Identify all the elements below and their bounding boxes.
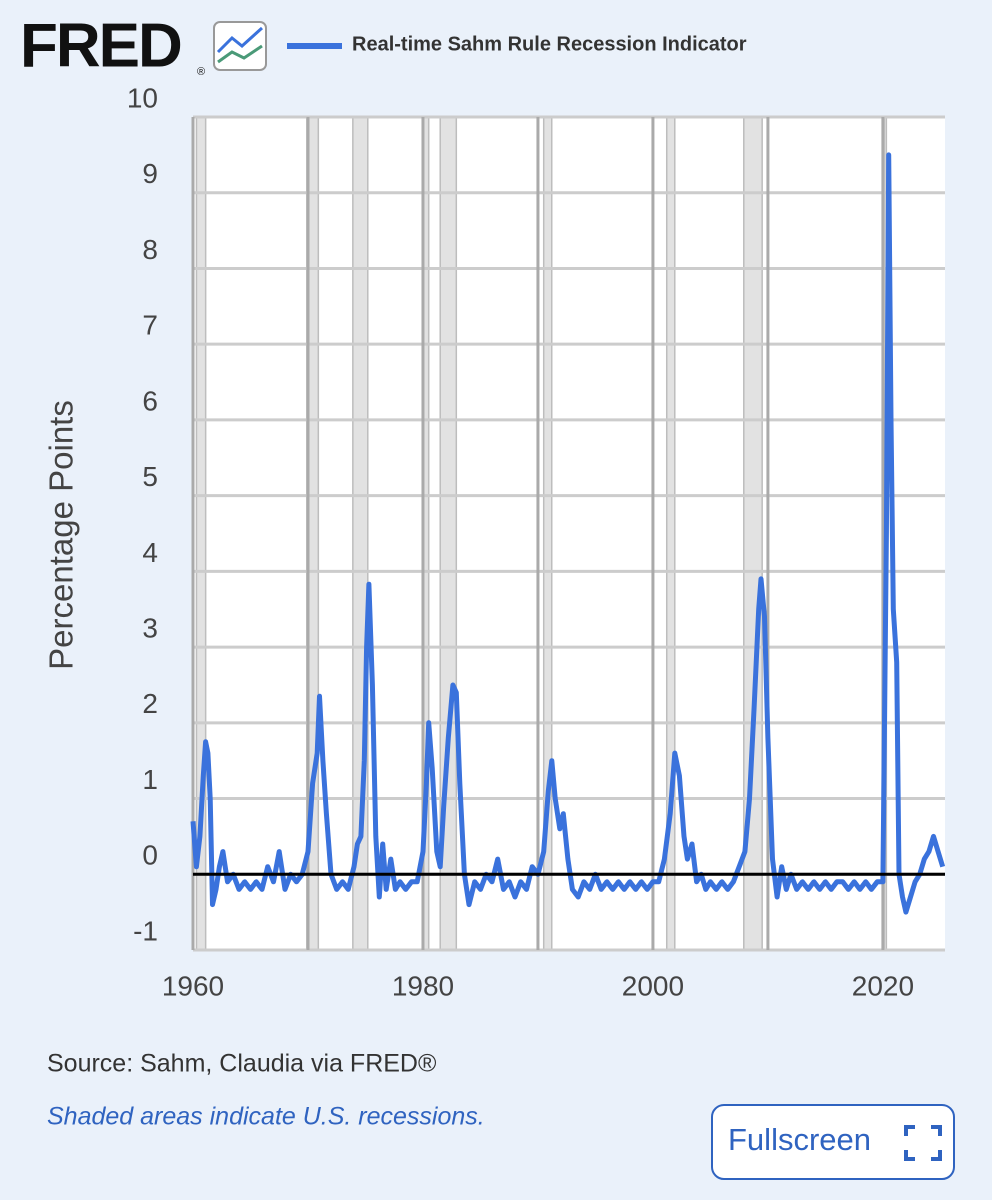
y-tick-label: 1 — [142, 764, 158, 795]
x-tick-label: 1960 — [162, 970, 224, 1001]
y-tick-label: 2 — [142, 688, 158, 719]
y-tick-label: 7 — [142, 310, 158, 341]
y-tick-label: -1 — [133, 915, 158, 946]
legend-label: Real-time Sahm Rule Recession Indicator — [352, 33, 747, 55]
y-tick-label: 8 — [142, 234, 158, 265]
x-tick-label: 2020 — [852, 970, 914, 1001]
y-tick-label: 0 — [142, 840, 158, 871]
x-tick-label: 2000 — [622, 970, 684, 1001]
fullscreen-button[interactable]: Fullscreen — [711, 1104, 955, 1180]
y-tick-label: 6 — [142, 385, 158, 416]
logo-icon — [213, 21, 267, 71]
plot-area — [193, 117, 945, 950]
logo: FRED — [20, 11, 181, 80]
x-tick-label: 1980 — [392, 970, 454, 1001]
y-axis-label: Percentage Points — [43, 400, 80, 670]
y-tick-label: 4 — [142, 537, 158, 568]
y-tick-label: 5 — [142, 461, 158, 492]
button-label[interactable]: Fullscreen — [728, 1122, 871, 1157]
y-tick-label: 3 — [142, 612, 158, 643]
button-icon[interactable] — [904, 1125, 942, 1161]
y-tick-label: 9 — [142, 158, 158, 189]
y-tick-label: 10 — [127, 82, 158, 113]
button-frame[interactable] — [711, 1104, 955, 1180]
source: Source: Sahm, Claudia via FRED® — [47, 1050, 437, 1078]
logo-mark: ® — [197, 66, 205, 78]
recession-note: Shaded areas indicate U.S. recessions. — [47, 1103, 485, 1131]
series-line — [190, 152, 946, 915]
